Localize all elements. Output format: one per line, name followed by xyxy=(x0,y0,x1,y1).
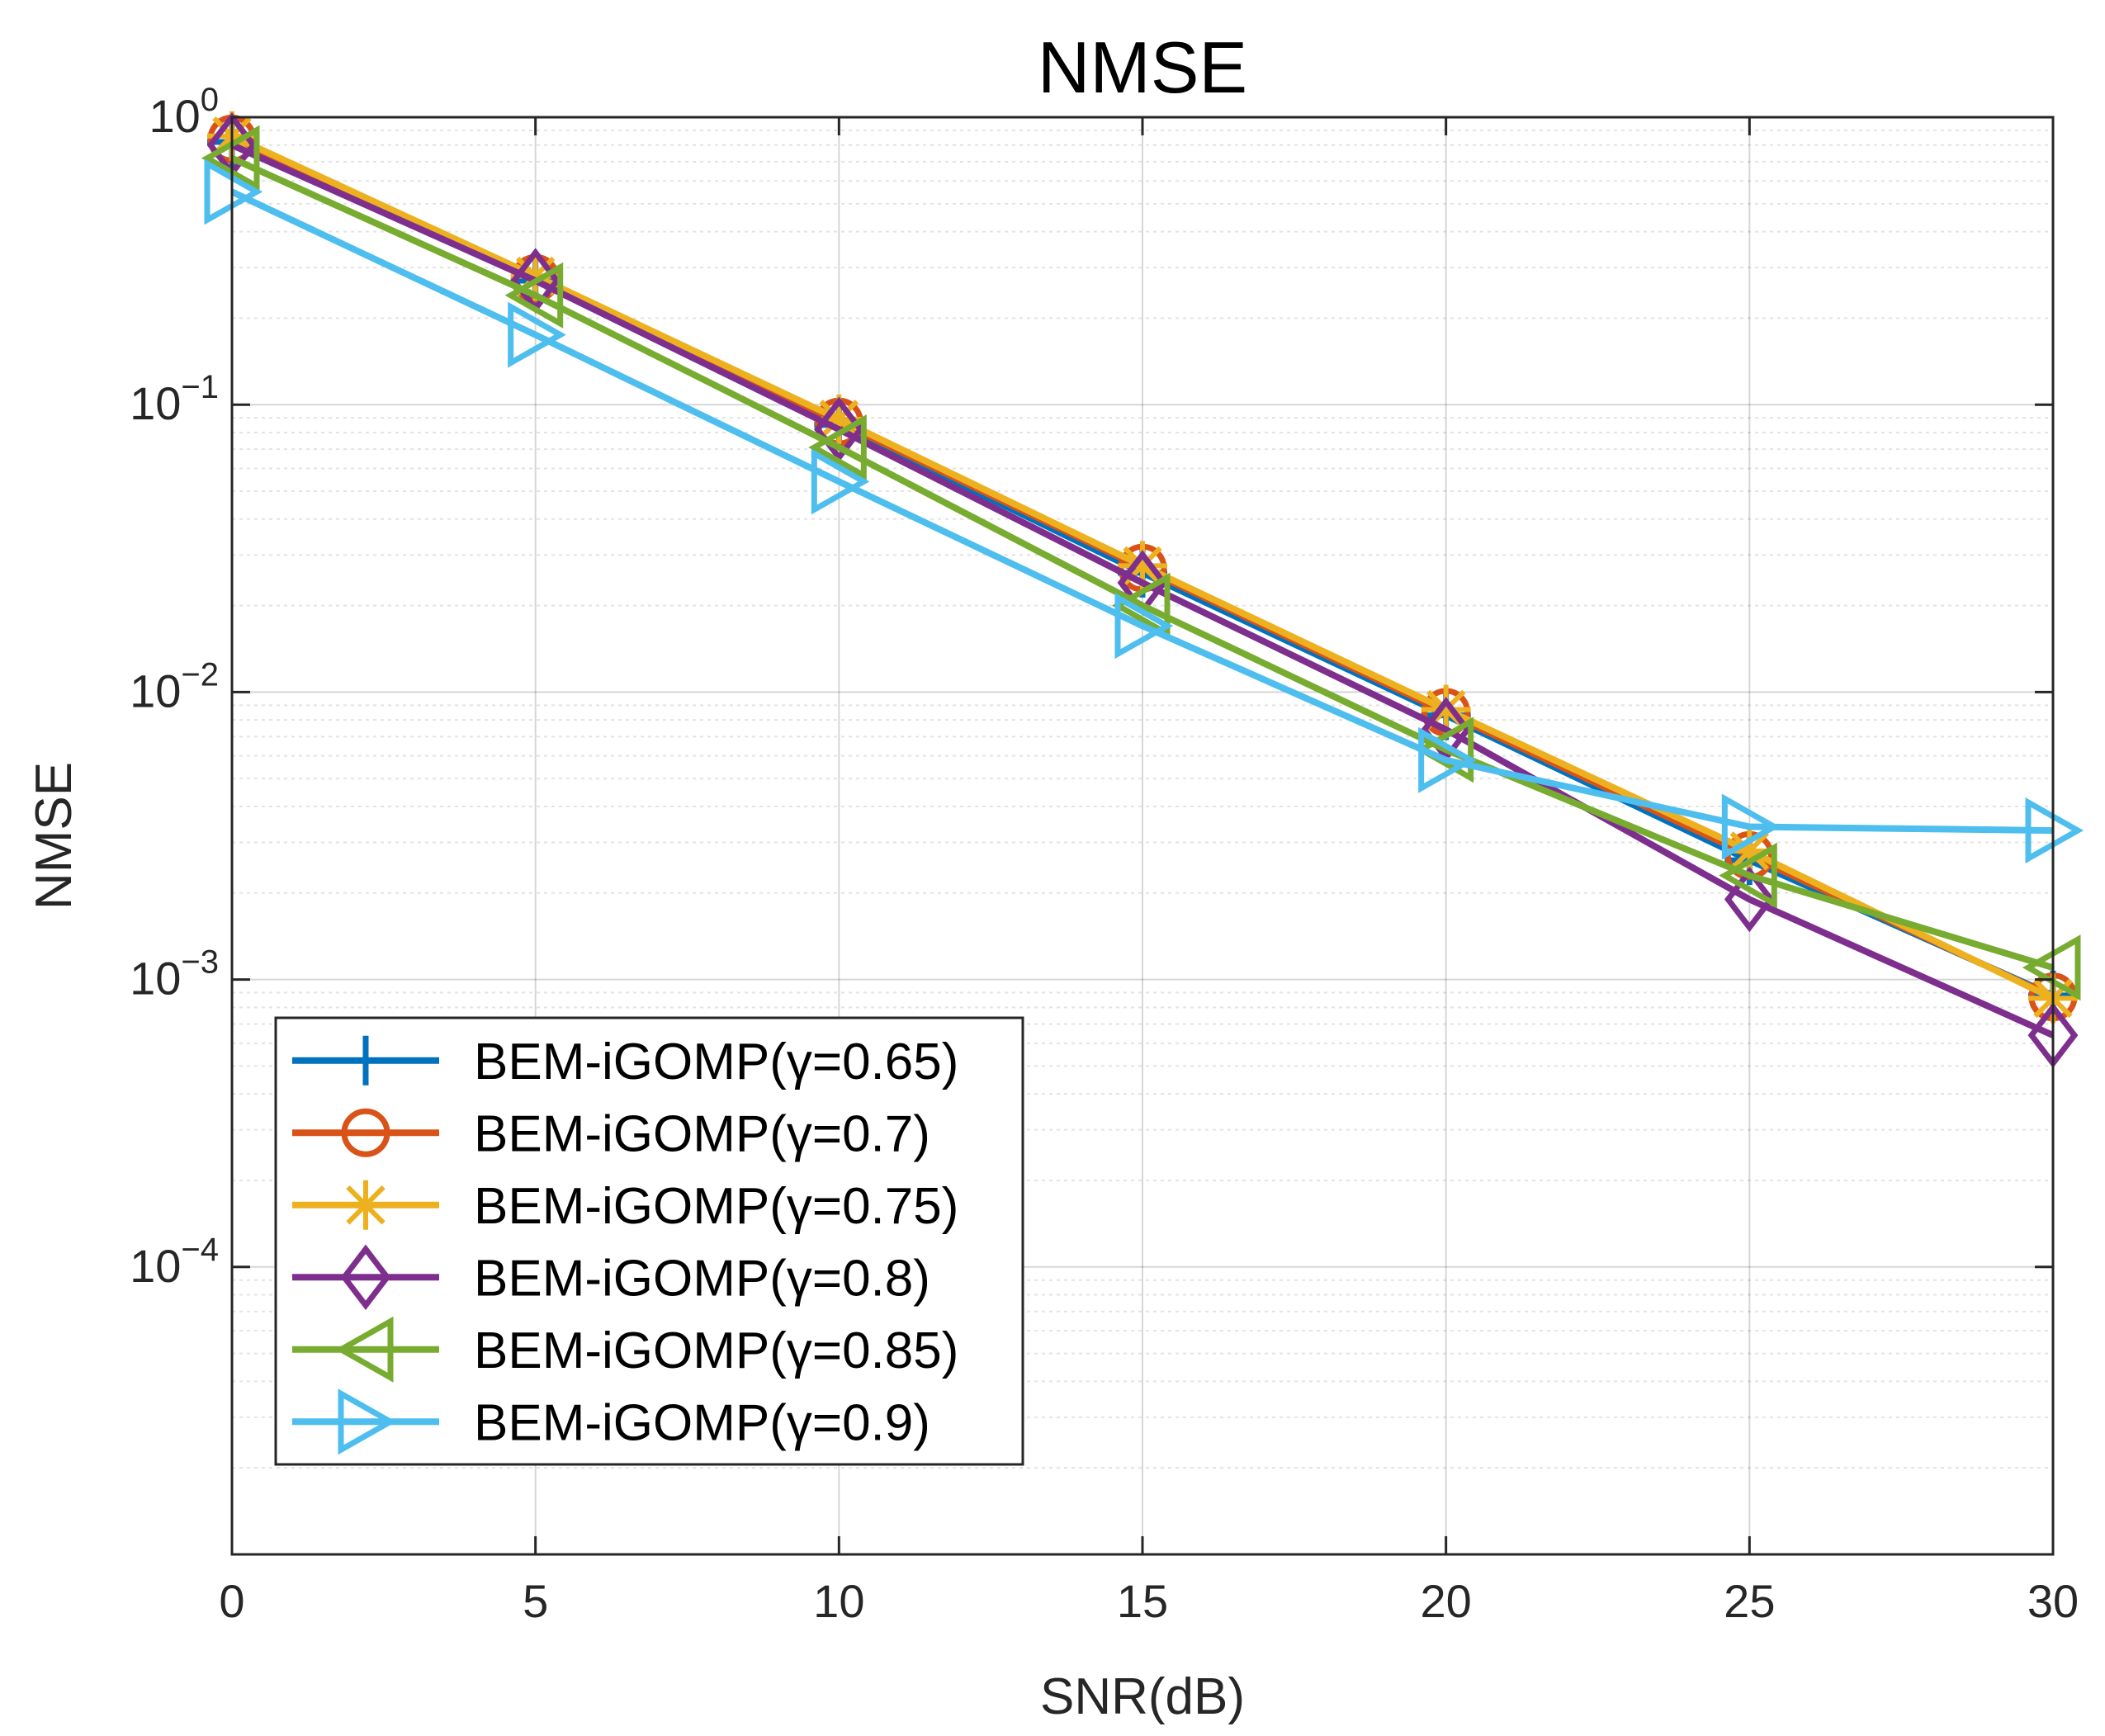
diamond-marker xyxy=(340,1244,391,1311)
x-tick-label: 20 xyxy=(1421,1575,1472,1627)
ticks: 0 5 10 15 20 25 30 100 10−1 10−2 10−3 10−4 xyxy=(130,82,2079,1627)
diamond-marker xyxy=(1724,866,1775,933)
asterisk-marker xyxy=(1118,541,1167,591)
triangle-right-marker xyxy=(508,301,566,368)
circle-marker xyxy=(341,1108,390,1157)
legend-entry: BEM-iGOMP(γ=0.8) xyxy=(292,1244,930,1311)
x-axis-label: SNR(dB) xyxy=(1040,1668,1245,1725)
series-layer xyxy=(201,111,2084,1068)
legend: BEM-iGOMP(γ=0.65) BEM-iGOMP(γ=0.7) BEM-iGO… xyxy=(274,1016,1024,1466)
triangle-left-marker xyxy=(1719,842,1777,909)
triangle-left-marker xyxy=(808,414,867,480)
triangle-right-marker xyxy=(1418,726,1477,793)
series-line xyxy=(230,155,2055,972)
legend-label: BEM-iGOMP(γ=0.9) xyxy=(474,1394,930,1451)
asterisk-marker xyxy=(1421,684,1471,735)
legend-box xyxy=(274,1016,1024,1466)
legend-label: BEM-iGOMP(γ=0.7) xyxy=(474,1105,930,1162)
y-axis-label: NMSE xyxy=(26,762,83,910)
series-asterisk xyxy=(207,111,2078,1024)
series-triangle-right xyxy=(204,158,2084,864)
series-line xyxy=(230,188,2054,835)
triangle-right-marker xyxy=(1114,593,1174,660)
triangle-left-marker xyxy=(334,1316,394,1383)
x-tick-label: 25 xyxy=(1724,1575,1775,1627)
y-tick-label: 10−3 xyxy=(130,944,219,1005)
plus-marker xyxy=(341,1035,390,1086)
asterisk-marker xyxy=(814,394,864,444)
x-tick-label: 30 xyxy=(2027,1575,2079,1627)
legend-label: BEM-iGOMP(γ=0.65) xyxy=(474,1034,958,1090)
triangle-right-marker xyxy=(1721,793,1781,860)
chart-title: NMSE xyxy=(1038,26,1247,108)
legend-entry: BEM-iGOMP(γ=0.65) xyxy=(292,1034,958,1090)
triangle-right-marker xyxy=(811,448,870,515)
legend-entry: BEM-iGOMP(γ=0.9) xyxy=(292,1388,930,1455)
grid xyxy=(232,117,2053,1554)
x-tick-label: 5 xyxy=(523,1575,548,1627)
legend-label: BEM-iGOMP(γ=0.75) xyxy=(474,1178,958,1235)
legend-entry: BEM-iGOMP(γ=0.75) xyxy=(292,1178,958,1235)
y-tick-label: 10−4 xyxy=(130,1232,219,1292)
triangle-left-marker xyxy=(1111,572,1171,639)
triangle-left-marker xyxy=(1415,717,1474,783)
asterisk-marker xyxy=(1724,825,1775,876)
asterisk-marker xyxy=(341,1180,390,1230)
x-tick-label: 10 xyxy=(813,1575,864,1627)
y-tick-label: 10−2 xyxy=(130,656,219,717)
asterisk-marker xyxy=(510,251,561,301)
legend-label: BEM-iGOMP(γ=0.85) xyxy=(474,1322,958,1379)
triangle-right-marker xyxy=(338,1388,397,1455)
legend-label: BEM-iGOMP(γ=0.8) xyxy=(474,1250,930,1307)
diamond-marker xyxy=(813,396,864,462)
y-tick-label: 100 xyxy=(149,82,219,142)
x-tick-label: 15 xyxy=(1117,1575,1168,1627)
legend-entry: BEM-iGOMP(γ=0.7) xyxy=(292,1105,930,1162)
x-tick-label: 0 xyxy=(219,1575,244,1627)
y-tick-label: 10−1 xyxy=(130,369,219,429)
legend-entry: BEM-iGOMP(γ=0.85) xyxy=(292,1316,958,1383)
triangle-left-marker xyxy=(504,262,564,329)
